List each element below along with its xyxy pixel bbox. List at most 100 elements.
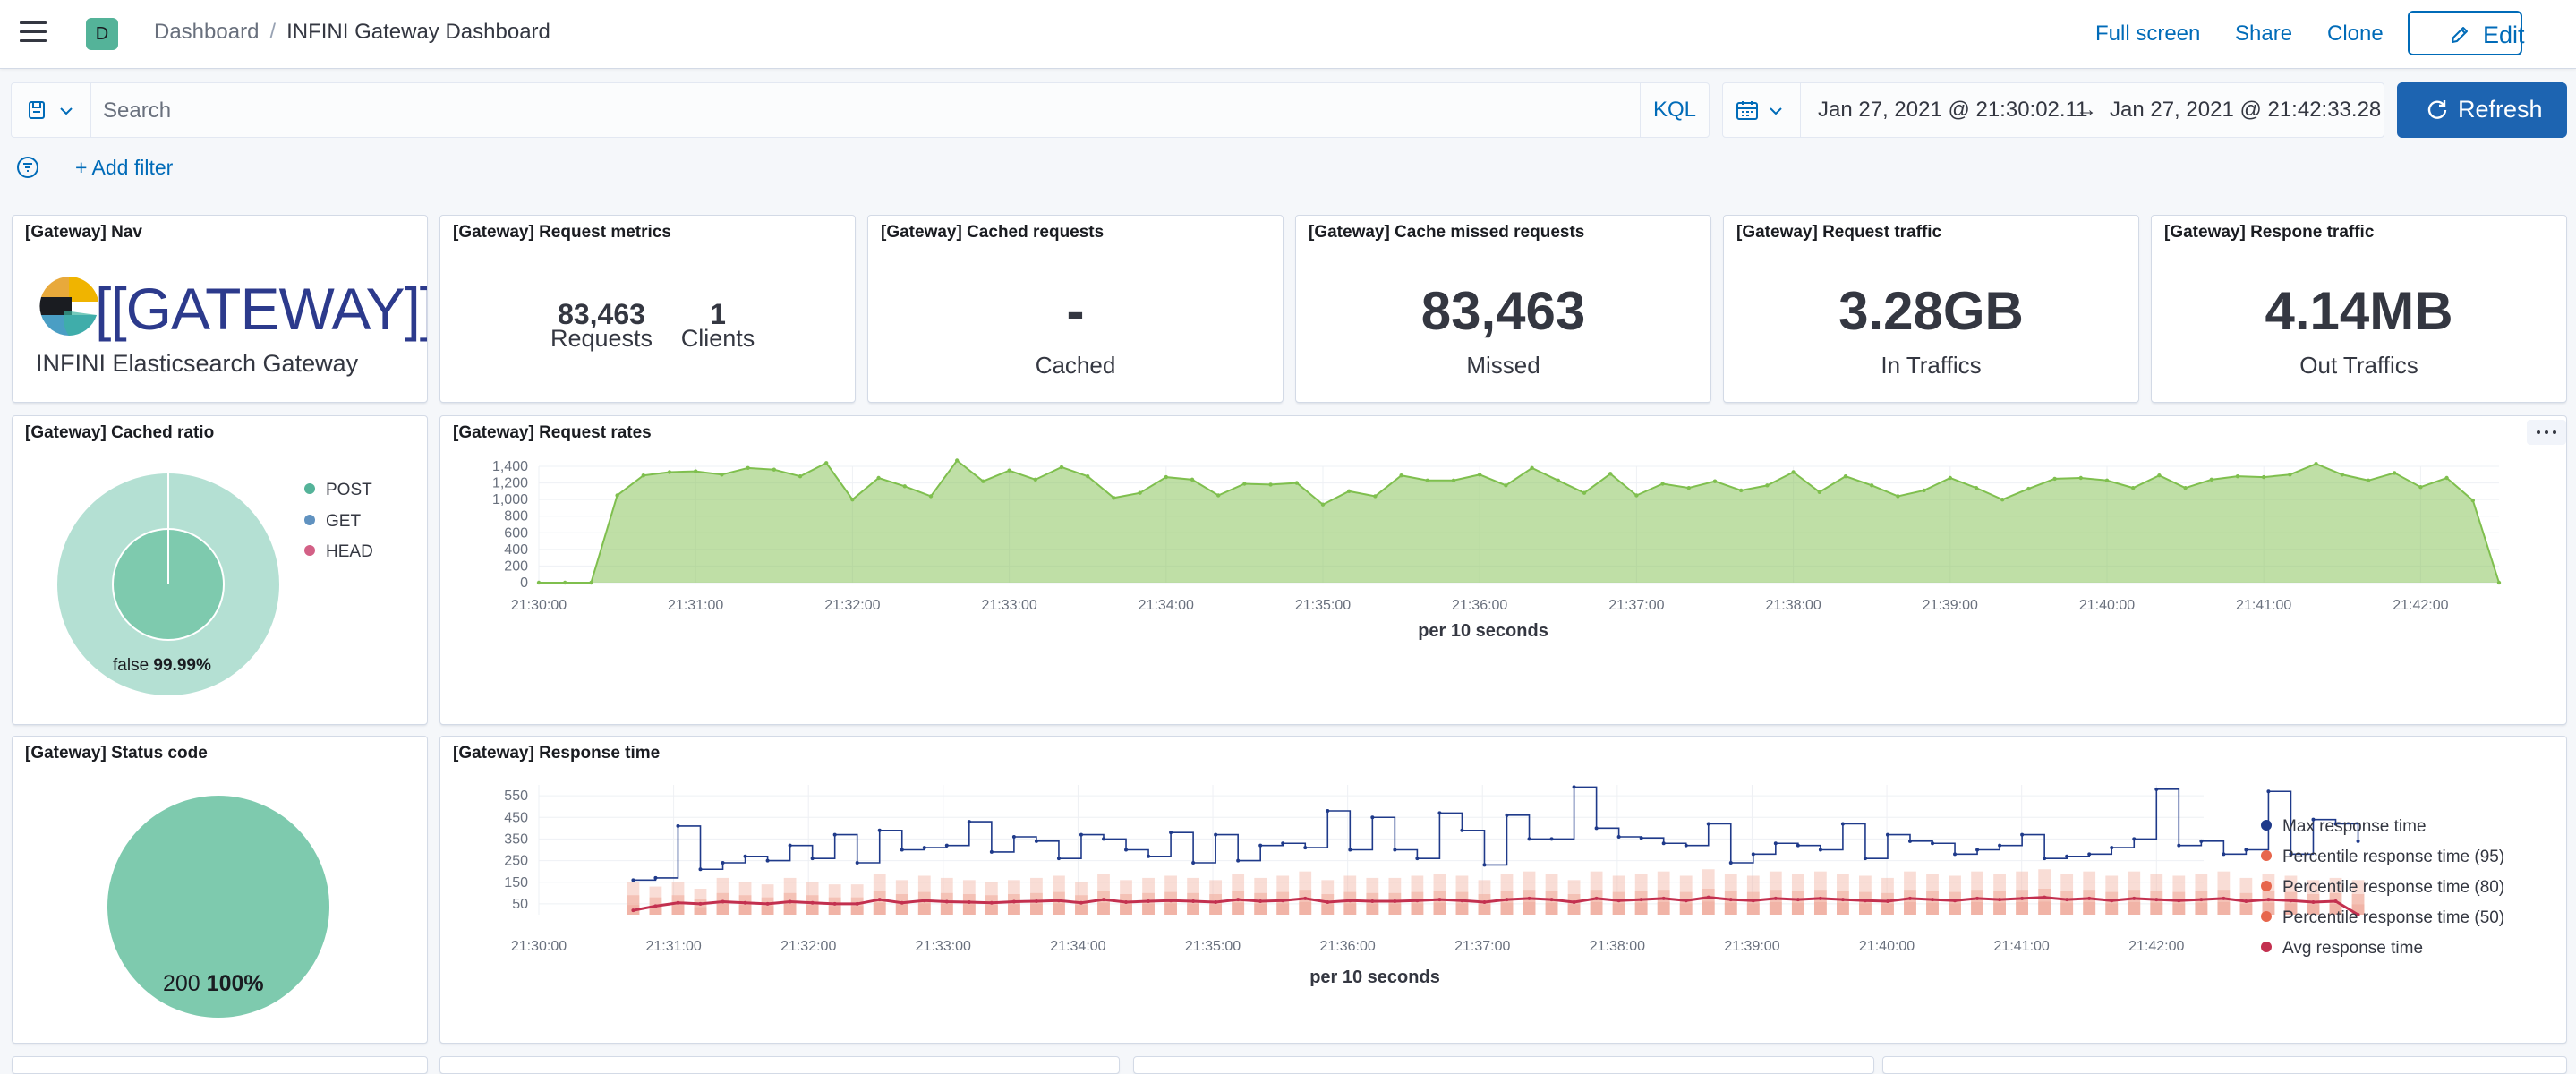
data-point <box>1504 483 1508 488</box>
x-tick-label: 21:33:00 <box>981 598 1036 613</box>
bar <box>1545 902 1558 915</box>
add-filter-button[interactable]: + Add filter <box>75 156 174 179</box>
bar <box>1657 901 1670 915</box>
data-point <box>1840 822 1845 826</box>
data-point <box>721 861 725 865</box>
full-screen-link[interactable]: Full screen <box>2095 21 2201 46</box>
y-tick-label: 400 <box>504 542 528 558</box>
menu-icon[interactable] <box>20 21 47 45</box>
data-point <box>2262 474 2266 480</box>
data-point <box>2340 473 2344 477</box>
panel-title: [Gateway] Request traffic <box>1736 223 1942 242</box>
data-point <box>1818 848 1822 852</box>
legend-item[interactable]: Percentile response time (80) <box>2261 878 2504 898</box>
bar <box>1993 902 2006 915</box>
share-link[interactable]: Share <box>2235 21 2293 46</box>
logo-text: [[GATEWAY]] <box>95 276 428 342</box>
panel-cached-ratio: [Gateway] Cached ratio false 99.99% POST… <box>12 415 428 725</box>
kql-toggle[interactable]: KQL <box>1640 83 1709 137</box>
bar <box>1164 903 1177 915</box>
bar <box>694 907 707 915</box>
panel-title: [Gateway] Cached requests <box>881 223 1105 242</box>
panel-title: [Gateway] Nav <box>25 223 142 242</box>
clone-link[interactable]: Clone <box>2327 21 2384 46</box>
y-tick-label: 1,200 <box>492 476 528 491</box>
panel-options-button[interactable] <box>2527 420 2566 445</box>
bar <box>1567 904 1581 915</box>
pie-slice-label: false 99.99% <box>113 656 211 676</box>
requests-value: 83,463 <box>558 298 645 330</box>
legend-item-head[interactable]: HEAD <box>304 542 373 562</box>
out-traffic-value: 4.14MB <box>2265 281 2453 341</box>
data-point <box>2209 477 2213 482</box>
data-point <box>1582 490 1587 495</box>
legend-item-label: POST <box>326 481 372 499</box>
data-point <box>902 484 907 489</box>
data-point <box>1712 479 1718 483</box>
data-point <box>1056 857 1061 861</box>
x-tick-label: 21:41:00 <box>1994 939 2050 954</box>
legend-item[interactable]: Percentile response time (50) <box>2261 908 2504 928</box>
bar <box>716 903 729 915</box>
edit-button[interactable]: Edit <box>2408 11 2525 55</box>
pie-slice-label-percent: 100% <box>206 971 264 996</box>
bar <box>2016 901 2029 915</box>
search-input[interactable] <box>101 96 1644 126</box>
pie-slice-label: 200 100% <box>163 971 264 997</box>
data-point <box>955 458 960 463</box>
data-point <box>2418 485 2423 490</box>
data-point <box>667 470 672 474</box>
bar <box>1702 901 1715 915</box>
data-point <box>2104 478 2110 482</box>
x-tick-label: 21:37:00 <box>1608 598 1664 613</box>
data-point <box>1953 852 1958 857</box>
filter-icon[interactable] <box>16 154 63 181</box>
x-tick-label: 21:36:00 <box>1452 598 1507 613</box>
bar <box>1343 903 1357 915</box>
data-point <box>1034 899 1038 904</box>
data-point <box>2199 898 2204 902</box>
data-point <box>1751 852 1755 857</box>
refresh-button[interactable]: Refresh <box>2397 82 2567 138</box>
y-tick-label: 250 <box>504 854 528 869</box>
data-point <box>1974 485 1979 490</box>
space-avatar[interactable]: D <box>86 18 118 50</box>
data-point <box>1415 899 1420 903</box>
legend-item[interactable]: Percentile response time (95) <box>2261 848 2504 867</box>
legend-item[interactable]: Avg response time <box>2261 939 2423 959</box>
bar <box>1321 904 1335 915</box>
legend-item-get[interactable]: GET <box>304 512 361 532</box>
quick-select-button[interactable] <box>1723 83 1801 137</box>
x-tick-label: 21:32:00 <box>780 939 836 954</box>
data-point <box>1112 496 1116 500</box>
data-point <box>1594 896 1599 900</box>
data-point <box>653 904 658 908</box>
legend-item-post[interactable]: POST <box>304 481 372 500</box>
data-point <box>1572 785 1576 789</box>
end-date[interactable]: Jan 27, 2021 @ 21:42:33.28 <box>2110 98 2382 122</box>
legend-dot <box>2261 881 2272 891</box>
data-point <box>1931 898 1935 902</box>
data-point <box>1706 822 1710 826</box>
bar <box>2195 902 2208 915</box>
legend-item-label: Max response time <box>2282 817 2427 836</box>
data-point <box>1773 841 1778 846</box>
bar <box>1366 903 1379 915</box>
pie-slice-200[interactable] <box>107 796 329 1018</box>
saved-query-button[interactable] <box>12 83 91 137</box>
data-point <box>1660 482 1665 486</box>
edit-button-label: Edit <box>2483 21 2525 48</box>
breadcrumb-dashboard-link[interactable]: Dashboard <box>154 20 260 44</box>
data-point <box>1164 474 1168 480</box>
x-tick-label: 21:36:00 <box>1320 939 1376 954</box>
start-date[interactable]: Jan 27, 2021 @ 21:30:02.11 <box>1818 98 2088 122</box>
date-range-arrow: → <box>2076 98 2097 122</box>
data-point <box>2470 498 2475 503</box>
data-point <box>1347 489 1352 494</box>
data-point <box>1863 857 1867 861</box>
status-code-pie <box>107 796 329 1018</box>
data-point <box>1460 828 1464 832</box>
legend-item[interactable]: Max response time <box>2261 817 2427 837</box>
data-point <box>2288 473 2292 477</box>
